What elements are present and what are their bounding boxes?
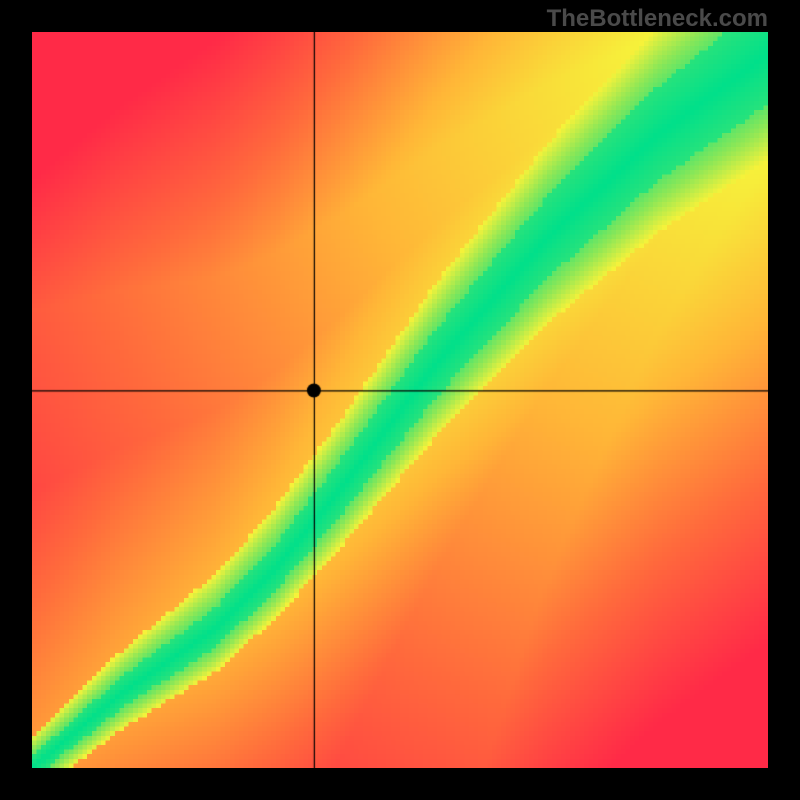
watermark-text: TheBottleneck.com: [547, 5, 768, 33]
crosshair-overlay: [32, 32, 768, 768]
chart-container: TheBottleneck.com: [0, 0, 800, 800]
